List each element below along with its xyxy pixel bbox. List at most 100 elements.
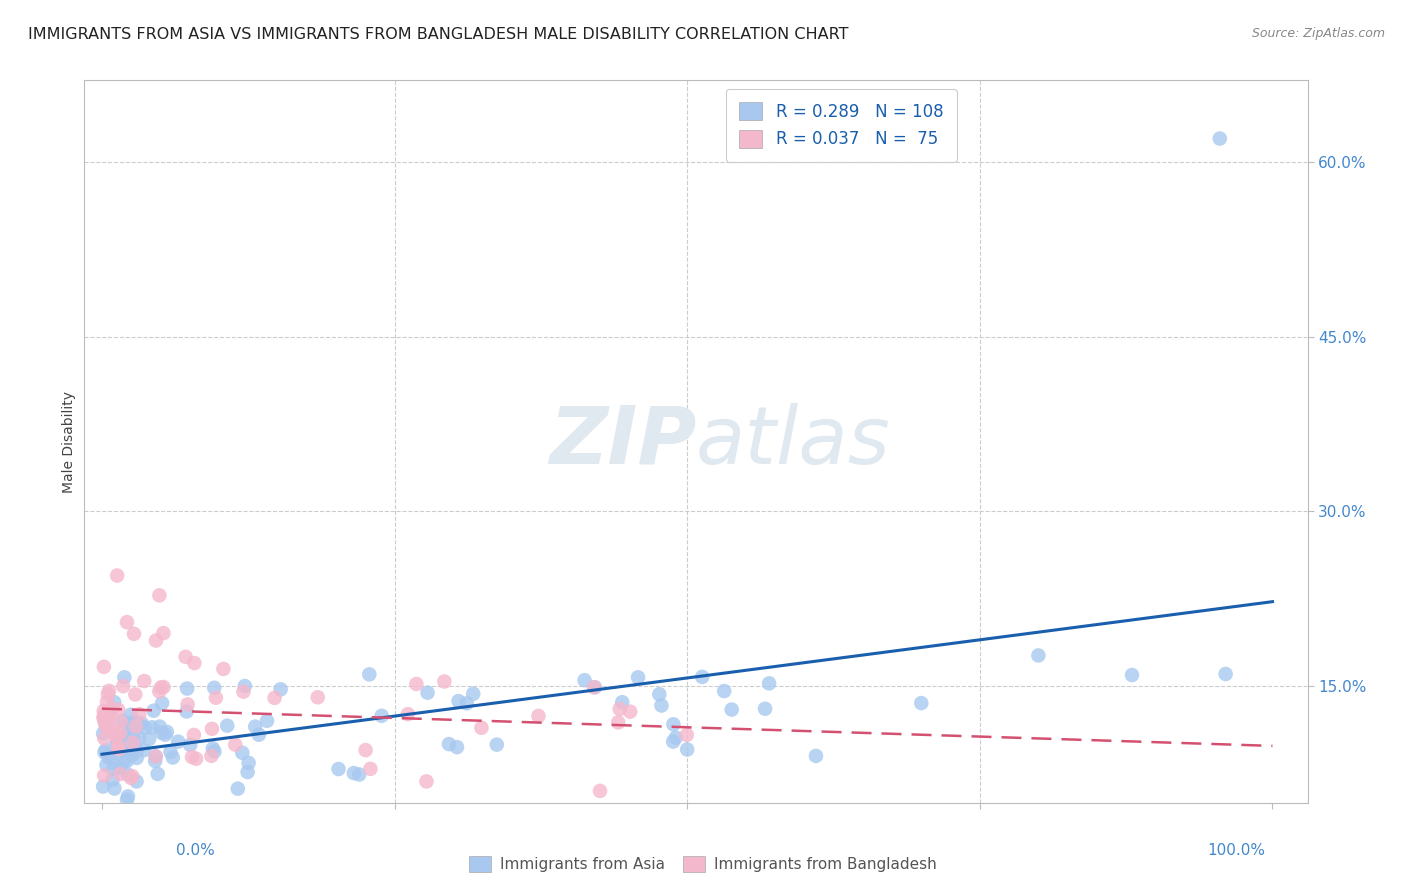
Point xyxy=(754,702,776,716)
Point xyxy=(105,568,128,582)
Point xyxy=(676,742,699,756)
Point xyxy=(205,690,228,705)
Point xyxy=(174,649,197,664)
Point xyxy=(115,754,138,768)
Point xyxy=(162,750,184,764)
Point xyxy=(112,735,135,749)
Point xyxy=(149,681,172,695)
Point xyxy=(101,762,124,776)
Point xyxy=(124,738,146,752)
Point xyxy=(150,725,173,739)
Point xyxy=(247,728,270,742)
Point xyxy=(456,697,478,711)
Point xyxy=(609,702,631,716)
Point xyxy=(100,752,122,766)
Point xyxy=(125,744,148,758)
Point xyxy=(94,712,117,726)
Point xyxy=(233,679,256,693)
Point xyxy=(103,725,125,739)
Point xyxy=(619,705,641,719)
Point xyxy=(125,751,148,765)
Point xyxy=(179,738,201,752)
Point xyxy=(94,719,117,733)
Point xyxy=(328,762,350,776)
Point xyxy=(146,767,169,781)
Point xyxy=(396,707,419,722)
Point xyxy=(662,717,685,731)
Point xyxy=(93,745,115,759)
Point xyxy=(107,742,129,756)
Point xyxy=(127,715,149,730)
Point xyxy=(108,760,131,774)
Point xyxy=(96,695,118,709)
Point xyxy=(176,698,198,712)
Point xyxy=(110,714,132,729)
Point xyxy=(527,709,550,723)
Point xyxy=(98,683,121,698)
Point xyxy=(463,687,485,701)
Point xyxy=(690,670,713,684)
Point xyxy=(148,684,170,698)
Point xyxy=(582,680,605,694)
Point xyxy=(128,731,150,745)
Point xyxy=(94,717,117,731)
Point xyxy=(256,714,278,728)
Point xyxy=(97,687,120,701)
Point xyxy=(117,767,139,781)
Point xyxy=(202,681,225,695)
Point xyxy=(153,728,176,742)
Point xyxy=(121,748,143,763)
Point xyxy=(122,735,145,749)
Point xyxy=(236,765,259,780)
Point xyxy=(184,752,207,766)
Point xyxy=(120,738,142,752)
Point xyxy=(118,745,141,759)
Point xyxy=(583,680,606,694)
Point xyxy=(359,667,381,681)
Point xyxy=(201,722,224,736)
Point xyxy=(112,725,135,739)
Point xyxy=(152,680,174,694)
Point xyxy=(145,749,167,764)
Point xyxy=(120,719,142,733)
Text: 100.0%: 100.0% xyxy=(1208,843,1265,858)
Point xyxy=(134,721,156,735)
Point xyxy=(627,670,650,684)
Point xyxy=(103,695,125,709)
Point xyxy=(93,704,115,718)
Y-axis label: Male Disability: Male Disability xyxy=(62,391,76,492)
Point xyxy=(98,722,121,736)
Point xyxy=(98,708,121,723)
Point xyxy=(101,772,124,787)
Point xyxy=(105,732,128,747)
Point xyxy=(263,690,285,705)
Point xyxy=(125,719,148,733)
Point xyxy=(107,703,129,717)
Point xyxy=(108,761,131,775)
Point xyxy=(1215,667,1237,681)
Point xyxy=(212,662,235,676)
Point xyxy=(1209,131,1232,145)
Point xyxy=(910,696,932,710)
Point xyxy=(96,758,118,772)
Point xyxy=(148,588,170,602)
Point xyxy=(183,656,205,670)
Point xyxy=(232,684,254,698)
Point xyxy=(107,739,129,754)
Point xyxy=(93,708,115,723)
Legend: Immigrants from Asia, Immigrants from Bangladesh: Immigrants from Asia, Immigrants from Ba… xyxy=(461,848,945,880)
Point xyxy=(97,714,120,729)
Point xyxy=(134,673,156,688)
Point xyxy=(217,718,239,732)
Point xyxy=(176,681,198,696)
Point xyxy=(648,687,671,701)
Text: Source: ZipAtlas.com: Source: ZipAtlas.com xyxy=(1251,27,1385,40)
Point xyxy=(94,743,117,757)
Text: 0.0%: 0.0% xyxy=(176,843,215,858)
Point xyxy=(97,750,120,764)
Point xyxy=(110,726,132,740)
Point xyxy=(415,774,437,789)
Point xyxy=(145,749,167,764)
Text: IMMIGRANTS FROM ASIA VS IMMIGRANTS FROM BANGLADESH MALE DISABILITY CORRELATION C: IMMIGRANTS FROM ASIA VS IMMIGRANTS FROM … xyxy=(28,27,849,42)
Point xyxy=(665,731,688,745)
